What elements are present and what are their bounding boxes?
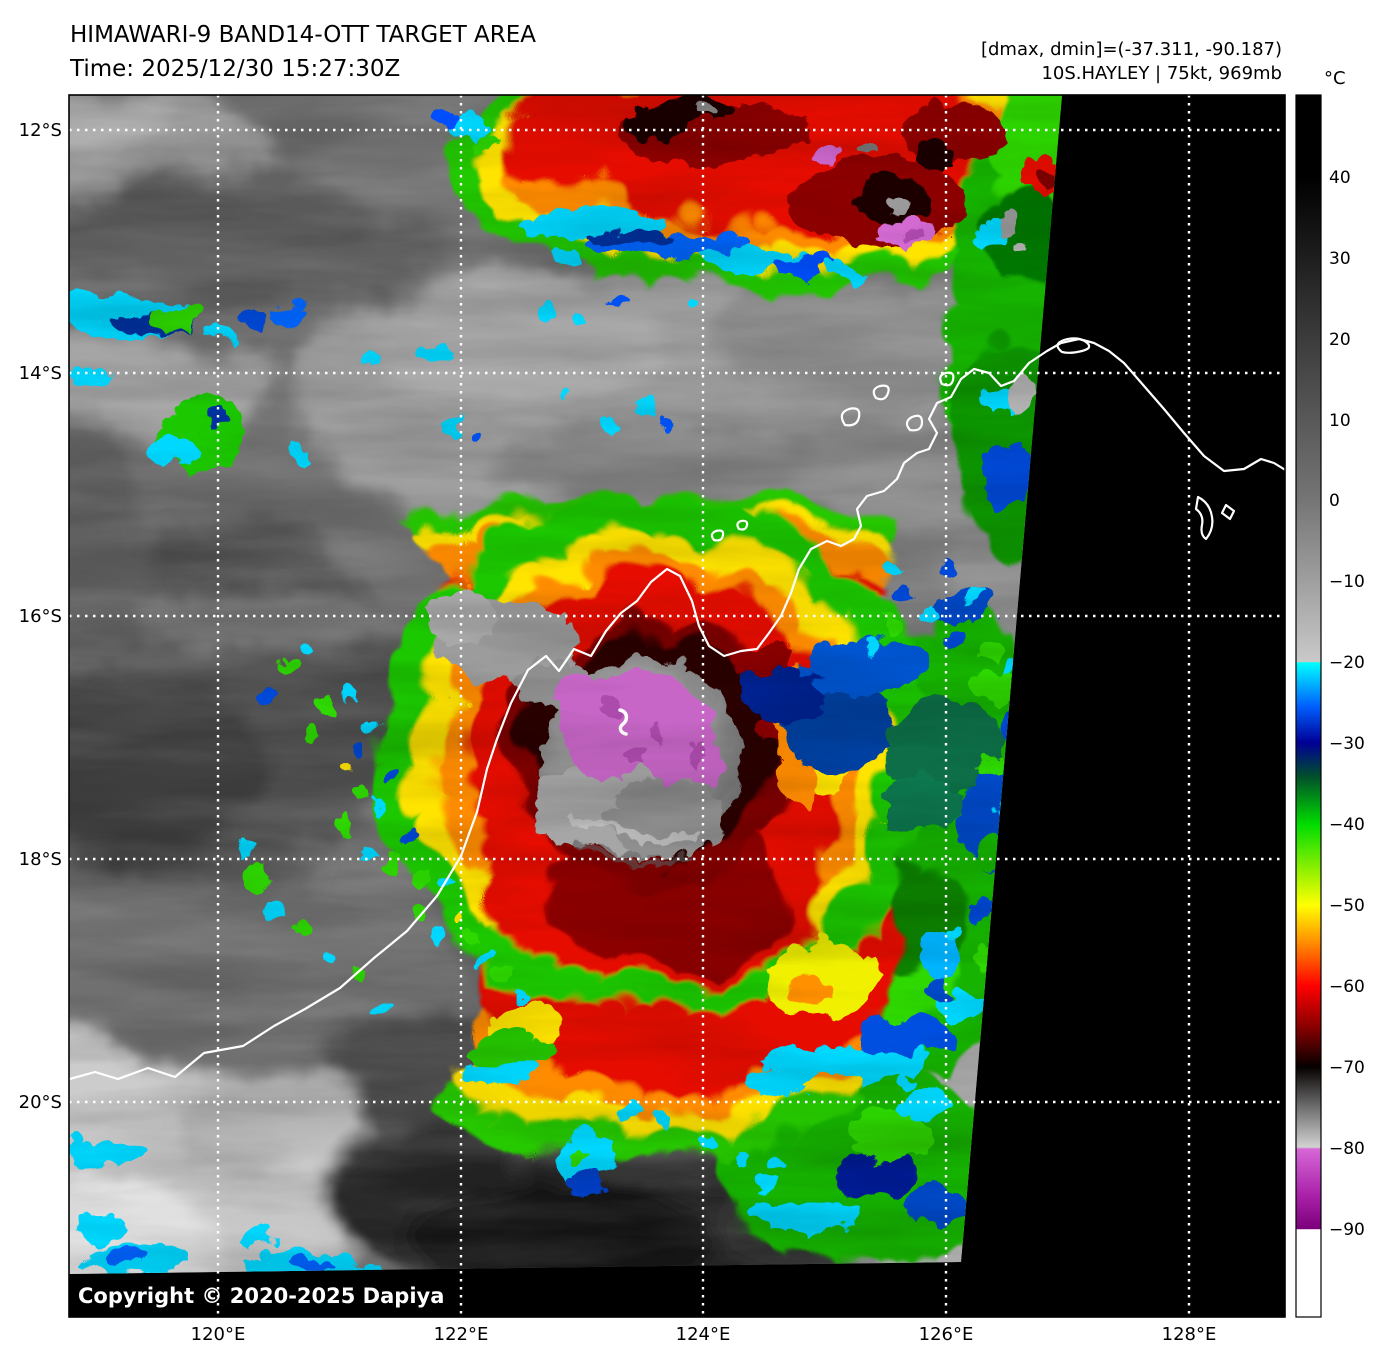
lat-axis-label: 12°S (19, 120, 62, 141)
colorbar-tick-label: −40 (1329, 815, 1365, 835)
lon-axis-label: 120°E (191, 1324, 246, 1345)
dmax-dmin-readout: [dmax, dmin]=(-37.311, -90.187) (981, 39, 1282, 60)
lat-axis-label: 16°S (19, 606, 62, 627)
colorbar-tick-labels: 40 30 20 10 0 −10 −20 −30 −40 −50 −60 −7… (1329, 168, 1365, 1240)
colorbar-tick-label: −10 (1329, 572, 1365, 592)
cloud-texture-dark (69, 95, 1062, 1274)
lat-axis-label: 18°S (19, 849, 62, 870)
colorbar-tick-label: 30 (1329, 249, 1351, 269)
coastline-shape (872, 384, 890, 401)
colorbar-tick-label: 10 (1329, 411, 1351, 431)
coastline-shape (939, 371, 955, 387)
satellite-swath (69, 95, 1062, 1274)
colorbar-gradient (1295, 94, 1322, 1318)
coastline-shape (1220, 503, 1236, 521)
colorbar-tick-label: −90 (1329, 1220, 1365, 1240)
lat-axis-label: 20°S (19, 1092, 62, 1113)
lat-axis-label: 14°S (19, 363, 62, 384)
lon-axis-label: 122°E (434, 1324, 489, 1345)
lon-axis-label: 124°E (676, 1324, 731, 1345)
coastline-shape (710, 529, 725, 542)
coastline-shape (69, 337, 1285, 1081)
colorbar-tick-label: 40 (1329, 168, 1351, 188)
map-area: Copyright © 2020-2025 Dapiya (69, 95, 1285, 1317)
colorbar-tick-label: 0 (1329, 491, 1340, 511)
colorbar-tick-label: −70 (1329, 1058, 1365, 1078)
colorbar-tick-label: −50 (1329, 896, 1365, 916)
coastline-shape (905, 414, 924, 432)
coastline-shape (840, 407, 861, 427)
coastline (69, 337, 1285, 1081)
colorbar-unit-label: °C (1324, 68, 1346, 89)
figure-timestamp: Time: 2025/12/30 15:27:30Z (69, 56, 400, 82)
figure-title: HIMAWARI-9 BAND14-OTT TARGET AREA (70, 22, 536, 48)
latitude-axis: 12°S 14°S 16°S 18°S 20°S (19, 120, 62, 1113)
colorbar-tick-label: −80 (1329, 1139, 1365, 1159)
map-frame-border (68, 94, 1286, 1318)
longitude-axis: 120°E 122°E 124°E 126°E 128°E (191, 1324, 1217, 1345)
coastline-shape (1056, 337, 1091, 354)
colorbar-tick-label: −20 (1329, 653, 1365, 673)
temperature-colorbar: °C 40 30 20 10 0 −10 −20 −30 −40 −50 −60… (1295, 68, 1365, 1318)
colorbar-tick-label: −30 (1329, 734, 1365, 754)
lon-axis-label: 126°E (919, 1324, 974, 1345)
coastline-shape (736, 519, 749, 531)
grid-lines (69, 95, 1285, 1317)
lon-axis-label: 128°E (1162, 1324, 1217, 1345)
colorbar-tick-label: 20 (1329, 330, 1351, 350)
coastline-shape (1194, 495, 1214, 541)
colorbar-tick-label: −60 (1329, 977, 1365, 997)
copyright-watermark: Copyright © 2020-2025 Dapiya (78, 1284, 444, 1308)
storm-info-readout: 10S.HAYLEY | 75kt, 969mb (1041, 63, 1282, 84)
